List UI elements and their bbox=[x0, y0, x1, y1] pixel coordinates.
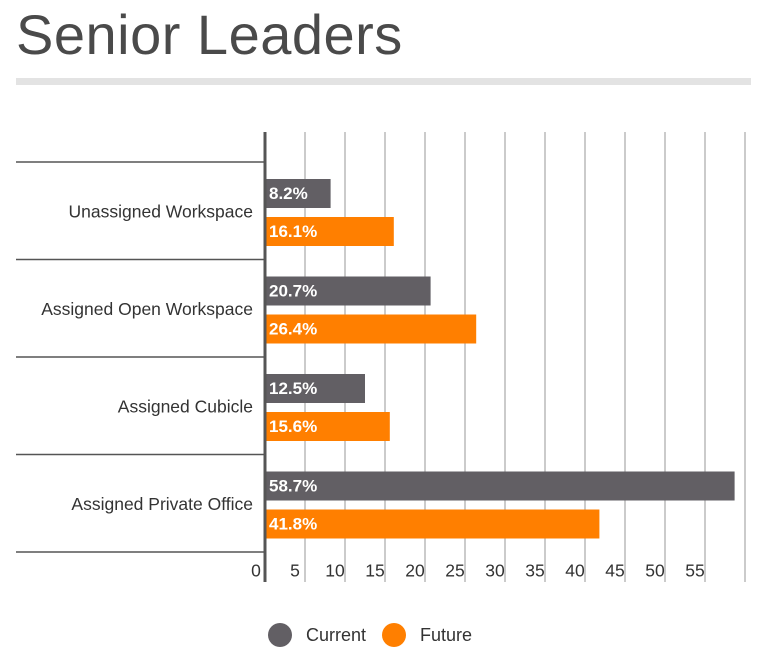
x-tick-label: 40 bbox=[565, 561, 585, 581]
category-label: Unassigned Workspace bbox=[69, 201, 254, 221]
bar-current bbox=[265, 471, 735, 501]
legend-item-future: Future bbox=[382, 623, 472, 647]
x-tick-label: 20 bbox=[405, 561, 425, 581]
bar-current bbox=[265, 276, 431, 306]
x-tick-label: 50 bbox=[645, 561, 665, 581]
bar-chart: Unassigned Workspace Assigned Open Worksp… bbox=[16, 132, 746, 582]
bar-value-label: 58.7% bbox=[269, 476, 317, 495]
chart-legend: Current Future bbox=[268, 623, 488, 647]
bar-value-label: 41.8% bbox=[269, 514, 317, 533]
bar-current bbox=[265, 179, 331, 208]
bar-current bbox=[265, 374, 365, 403]
bar-value-label: 16.1% bbox=[269, 222, 317, 241]
x-tick-label: 5 bbox=[290, 561, 300, 581]
chart-title: Senior Leaders bbox=[16, 3, 403, 66]
legend-label-current: Current bbox=[306, 624, 367, 645]
bar-future bbox=[265, 314, 477, 344]
bar-future bbox=[265, 412, 390, 441]
legend-label-future: Future bbox=[420, 624, 473, 645]
bar-value-label: 26.4% bbox=[269, 319, 317, 338]
category-label: Assigned Open Workspace bbox=[41, 299, 253, 319]
title-divider bbox=[16, 78, 751, 85]
x-tick-label: 35 bbox=[525, 561, 544, 581]
bar-future bbox=[265, 217, 394, 246]
bar-value-label: 12.5% bbox=[269, 379, 317, 398]
legend-swatch-future bbox=[382, 623, 407, 647]
category-label: Assigned Cubicle bbox=[118, 396, 253, 416]
x-tick-label: 10 bbox=[325, 561, 345, 581]
bar-future bbox=[265, 509, 600, 539]
x-tick-label: 55 bbox=[685, 561, 704, 581]
x-tick-label: 45 bbox=[605, 561, 624, 581]
x-tick-label: 0 bbox=[251, 561, 261, 581]
x-tick-label: 15 bbox=[365, 561, 384, 581]
bar-value-label: 20.7% bbox=[269, 281, 317, 300]
category-label: Assigned Private Office bbox=[71, 494, 253, 514]
bar-value-label: 15.6% bbox=[269, 417, 317, 436]
x-tick-label: 30 bbox=[485, 561, 505, 581]
bar-value-label: 8.2% bbox=[269, 184, 308, 203]
x-tick-label: 25 bbox=[445, 561, 464, 581]
legend-item-current: Current bbox=[268, 623, 366, 647]
legend-swatch-current bbox=[268, 623, 292, 647]
